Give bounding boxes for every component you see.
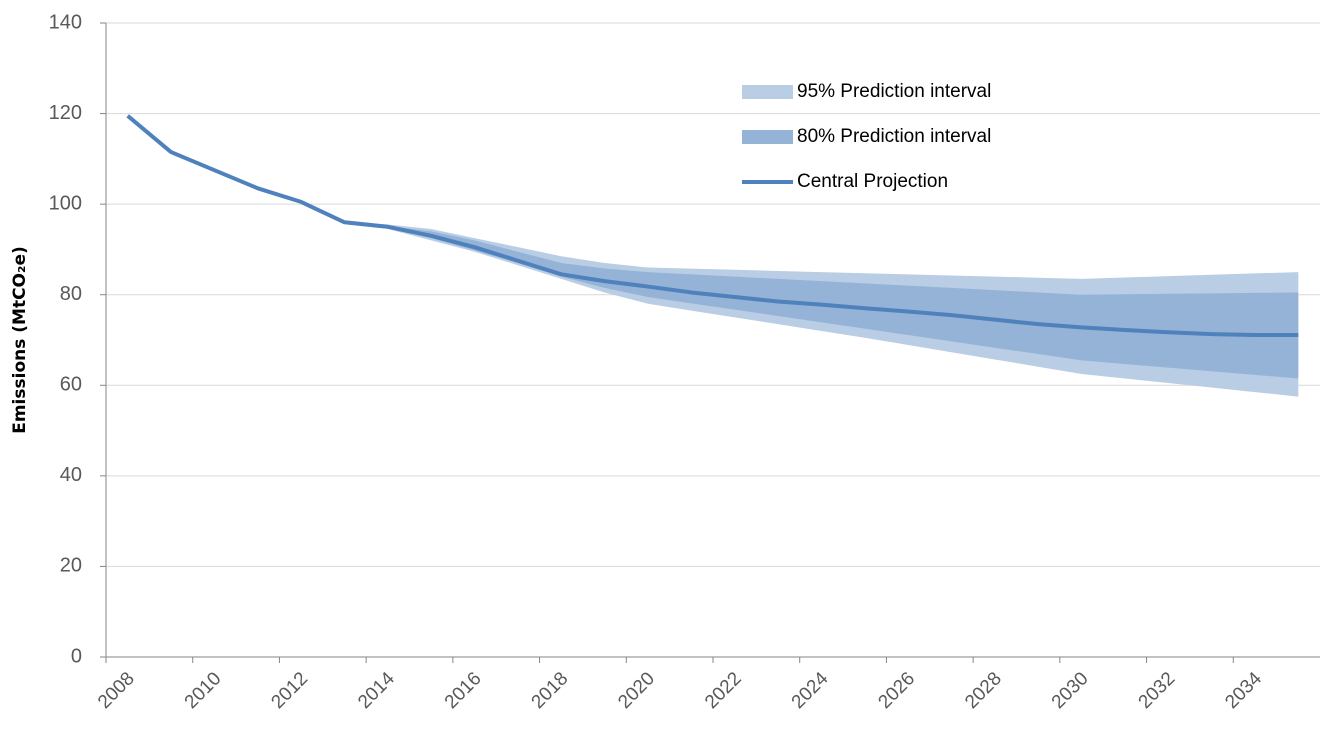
line [126,114,1299,338]
x-tick-label: 2016 [441,668,486,713]
y-axis-label: Emissions (MtCO₂e) [10,246,30,434]
x-tick-label: 2030 [1048,668,1093,713]
x-tick-label: 2012 [267,668,312,713]
legend-label: Central Projection [797,171,948,192]
y-tick-label: 120 [49,102,82,124]
x-tick-label: 2024 [788,668,833,713]
y-tick-label: 40 [60,464,82,486]
x-tick-label: 2020 [614,668,659,713]
x-tick-label: 2018 [528,668,573,713]
y-tick-label: 20 [60,555,82,577]
legend-swatch [742,130,793,144]
y-tick-label: 0 [71,645,82,667]
x-tick-label: 2022 [701,668,746,713]
y-tick-label: 140 [49,11,82,33]
prediction-band [344,222,1299,379]
y-tick-label: 80 [60,283,82,305]
legend-label: 80% Prediction interval [797,126,991,147]
x-tick-label: 2028 [961,668,1006,713]
y-tick-label: 60 [60,374,82,396]
x-tick-label: 2008 [94,668,139,713]
x-tick-label: 2034 [1221,668,1266,713]
x-tick-label: 2032 [1135,668,1180,713]
x-tick-label: 2010 [181,668,226,713]
legend-swatch [742,85,793,99]
x-tick-label: 2014 [354,668,399,713]
legend-label: 95% Prediction interval [797,81,991,102]
y-tick-label: 100 [49,192,82,214]
x-tick-label: 2026 [874,668,919,713]
